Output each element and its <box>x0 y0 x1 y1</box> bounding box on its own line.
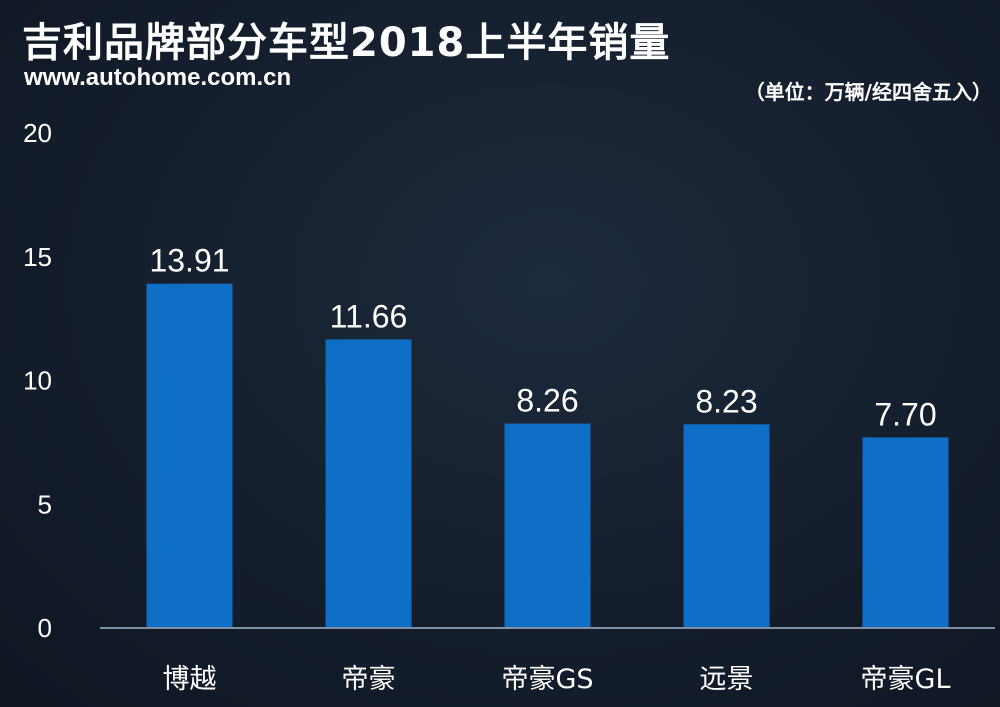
bar-value-label: 13.91 <box>149 243 229 279</box>
bar-value-label: 8.23 <box>695 383 757 419</box>
bars-group <box>146 283 949 628</box>
y-tick-label: 20 <box>23 118 52 148</box>
x-category-label: 帝豪GL <box>861 664 951 695</box>
bar-value-label: 7.70 <box>874 396 936 432</box>
unit-note: （单位：万辆/经四舍五入） <box>744 80 992 104</box>
bar <box>504 423 591 628</box>
y-tick-label: 5 <box>38 489 52 519</box>
y-tick-label: 0 <box>38 613 52 643</box>
y-tick-label: 15 <box>23 242 52 272</box>
x-category-label: 博越 <box>163 664 217 695</box>
bar <box>862 437 949 628</box>
bar-value-label: 8.26 <box>516 383 578 419</box>
bar <box>146 283 233 628</box>
bar <box>683 424 770 628</box>
chart-title: 吉利品牌部分车型2018上半年销量 <box>22 20 671 66</box>
x-category-label: 远景 <box>700 664 754 695</box>
category-labels: 博越 帝豪 帝豪GS 远景 帝豪GL <box>163 664 951 695</box>
value-labels: 13.91 11.66 8.26 8.23 7.70 <box>149 243 936 433</box>
bar-value-label: 11.66 <box>330 298 408 334</box>
source-url: www.autohome.com.cn <box>24 64 292 91</box>
y-axis-ticks: 0 5 10 15 20 <box>23 118 52 643</box>
x-category-label: 帝豪GS <box>501 664 593 695</box>
bar <box>325 339 412 628</box>
x-category-label: 帝豪 <box>342 664 396 695</box>
y-tick-label: 10 <box>23 366 52 396</box>
